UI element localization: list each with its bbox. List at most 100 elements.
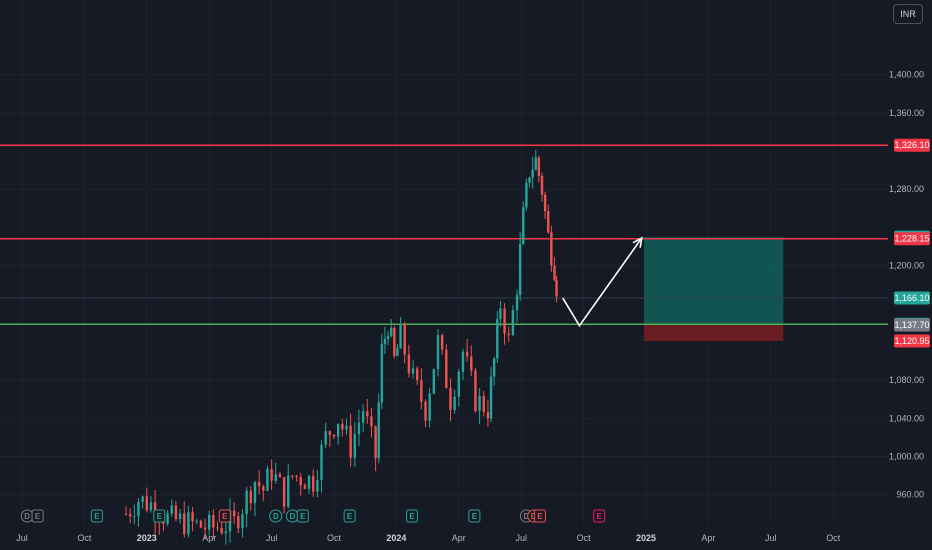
event-marker[interactable]: E bbox=[218, 509, 231, 523]
label-1120-bg bbox=[894, 334, 930, 348]
event-label: E bbox=[157, 512, 163, 521]
event-label: E bbox=[94, 512, 100, 521]
event-marker[interactable]: D bbox=[285, 509, 299, 523]
candle-body bbox=[370, 416, 373, 427]
candle-body bbox=[208, 515, 211, 530]
candle-body bbox=[449, 388, 452, 410]
label-1228-bg bbox=[894, 232, 930, 246]
candle-body bbox=[170, 505, 173, 514]
y-tick-label: 960.00 bbox=[896, 490, 924, 500]
event-label: E bbox=[222, 512, 228, 521]
candle-body bbox=[183, 513, 186, 535]
currency-badge[interactable]: INR bbox=[893, 4, 923, 24]
arrow-head[interactable] bbox=[632, 236, 643, 248]
candle-body bbox=[203, 527, 207, 530]
candle-body bbox=[374, 426, 377, 459]
candle-body bbox=[496, 319, 499, 359]
label-1228: 1,228.15 bbox=[894, 234, 929, 244]
time-axis[interactable]: Jul Oct 2023 Apr Jul Oct 2024 Apr Jul Oct 2025 Apr J… bbox=[16, 533, 840, 543]
x-tick-label: Oct bbox=[577, 533, 592, 543]
event-label: D bbox=[24, 512, 30, 521]
candle-body bbox=[324, 431, 327, 445]
earnings-badge[interactable] bbox=[593, 509, 606, 523]
candle-body bbox=[257, 482, 261, 487]
candle-body bbox=[390, 327, 393, 336]
candle-body bbox=[507, 333, 510, 335]
candle-body bbox=[453, 396, 456, 410]
x-tick-label: Jul bbox=[765, 533, 777, 543]
earnings-badge[interactable] bbox=[153, 509, 166, 523]
candle-body bbox=[199, 520, 203, 528]
earnings-badge[interactable] bbox=[296, 509, 309, 523]
earnings-badge[interactable] bbox=[90, 509, 103, 523]
event-marker[interactable]: E bbox=[153, 509, 166, 523]
candle-body bbox=[380, 344, 384, 403]
event-marker[interactable]: E bbox=[296, 509, 309, 523]
candle-body bbox=[537, 157, 541, 176]
candle-body bbox=[353, 434, 356, 458]
candle-body bbox=[291, 475, 294, 477]
y-tick-label: 1,080.00 bbox=[889, 375, 924, 385]
candle-body bbox=[174, 505, 178, 520]
y-tick-label: 1,000.00 bbox=[889, 451, 924, 461]
x-tick-label: Oct bbox=[826, 533, 841, 543]
event-marker[interactable]: E bbox=[593, 509, 606, 523]
candle-body bbox=[457, 371, 460, 397]
event-marker[interactable]: E bbox=[90, 509, 103, 523]
candle-body bbox=[316, 480, 319, 492]
event-marker[interactable]: E bbox=[31, 509, 44, 523]
candle-body bbox=[282, 477, 286, 507]
candle-body bbox=[543, 194, 547, 212]
label-1166-bg bbox=[894, 291, 930, 305]
candle-body bbox=[528, 177, 531, 183]
earnings-badge[interactable] bbox=[343, 509, 356, 523]
candle-body bbox=[137, 501, 140, 517]
candle-body bbox=[540, 175, 544, 195]
position-zones bbox=[643, 237, 784, 342]
projection-path[interactable] bbox=[562, 237, 643, 328]
dividend-badge[interactable] bbox=[269, 509, 283, 523]
x-tick-label: Apr bbox=[452, 533, 466, 543]
event-marker[interactable]: E bbox=[468, 509, 481, 523]
label-1120: 1,120.95 bbox=[894, 336, 929, 346]
earnings-badge[interactable] bbox=[468, 509, 481, 523]
earnings-badge[interactable] bbox=[31, 509, 44, 523]
candle-body bbox=[499, 308, 502, 320]
projection-arrow[interactable] bbox=[562, 236, 643, 328]
candle-body bbox=[465, 351, 469, 357]
candle-body bbox=[303, 485, 307, 489]
candle-body bbox=[403, 324, 406, 355]
event-marker[interactable]: D bbox=[269, 509, 283, 523]
candle-body bbox=[262, 486, 265, 491]
candle-body bbox=[241, 514, 244, 529]
horizontal-lines[interactable] bbox=[0, 144, 888, 325]
event-label: D bbox=[273, 512, 279, 521]
candle-body bbox=[383, 338, 387, 345]
candle-body bbox=[436, 335, 440, 370]
earnings-badge[interactable] bbox=[406, 509, 418, 523]
candle-body bbox=[525, 182, 528, 208]
candle-body bbox=[332, 435, 336, 437]
candle-body bbox=[424, 401, 427, 421]
candle-body bbox=[482, 395, 485, 412]
event-marker[interactable]: E bbox=[406, 509, 418, 523]
candle-body bbox=[416, 368, 419, 381]
candle-body bbox=[232, 510, 236, 517]
event-marker[interactable]: D bbox=[20, 509, 34, 523]
candle-body bbox=[216, 527, 219, 529]
event-marker[interactable]: E bbox=[533, 509, 546, 523]
event-label: E bbox=[35, 512, 41, 521]
candle-body bbox=[145, 496, 148, 511]
candles bbox=[124, 150, 558, 545]
candle-body bbox=[534, 157, 537, 170]
candle-body bbox=[357, 422, 361, 435]
earnings-badge[interactable] bbox=[533, 509, 546, 523]
x-tick-label: 2023 bbox=[137, 533, 157, 543]
price-axis[interactable]: 1,400.00 1,360.00 1,280.00 1,200.00 1,080.00… bbox=[889, 70, 924, 500]
candle-body bbox=[212, 515, 215, 528]
earnings-badge[interactable] bbox=[218, 509, 231, 523]
event-marker[interactable]: E bbox=[343, 509, 356, 523]
